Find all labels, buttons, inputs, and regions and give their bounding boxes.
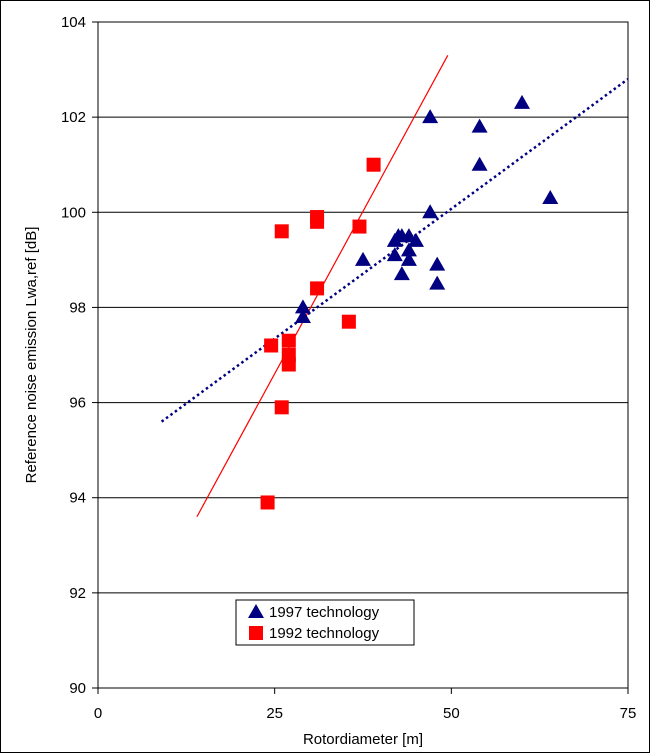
square-point — [274, 224, 289, 239]
triangle-point — [542, 190, 559, 205]
y-axis-title: Reference noise emission Lwa,ref [dB] — [23, 227, 40, 484]
x-axis-ticks: 0 25 50 75 — [94, 688, 637, 722]
triangle-point — [422, 109, 439, 124]
triangle-point — [400, 242, 417, 257]
plot-area — [97, 21, 629, 689]
triangle-point — [514, 94, 530, 109]
triangle-point — [355, 251, 371, 266]
triangle-point — [400, 251, 417, 266]
square-point — [281, 333, 296, 348]
legend-square-marker — [249, 626, 263, 640]
triangle-point — [294, 299, 311, 314]
legend: 1997 technology 1992 technology — [235, 599, 415, 646]
x-tick-label: 0 — [94, 705, 102, 722]
y-tick-label: 100 — [61, 204, 86, 221]
square-point — [281, 357, 296, 372]
y-tick-label: 92 — [69, 585, 86, 602]
x-axis-title: Rotordiameter [m] — [303, 731, 423, 748]
triangle-point — [429, 256, 446, 271]
triangle-point — [386, 247, 403, 262]
triangle-point — [471, 156, 488, 171]
y-tick-label: 102 — [61, 109, 86, 126]
triangle-point — [471, 118, 488, 133]
square-point — [274, 400, 289, 415]
legend-label: 1992 technology — [269, 625, 380, 642]
legend-triangle-marker — [248, 604, 264, 618]
square-point — [310, 281, 325, 296]
square-point — [260, 495, 275, 510]
square-point — [366, 157, 381, 172]
x-tick-label: 25 — [266, 705, 283, 722]
y-tick-label: 90 — [69, 680, 86, 697]
square-point — [310, 214, 325, 229]
triangle-point — [294, 308, 311, 323]
legend-label: 1997 technology — [269, 604, 380, 621]
y-tick-label: 94 — [69, 490, 86, 507]
triangle-point — [429, 275, 446, 290]
triangle-point — [422, 204, 439, 219]
y-axis-ticks: 90 92 94 96 98 100 102 104 — [61, 14, 98, 697]
square-point — [264, 338, 279, 353]
y-tick-label: 96 — [69, 395, 86, 412]
x-tick-label: 75 — [620, 705, 637, 722]
triangle-point — [408, 232, 424, 247]
y-tick-label: 104 — [61, 14, 86, 31]
triangle-point — [393, 266, 410, 281]
square-point — [352, 219, 367, 234]
y-tick-label: 98 — [69, 299, 86, 316]
square-point — [341, 314, 356, 329]
legend-box — [235, 599, 415, 646]
data-points — [260, 94, 559, 510]
x-tick-label: 50 — [443, 705, 460, 722]
